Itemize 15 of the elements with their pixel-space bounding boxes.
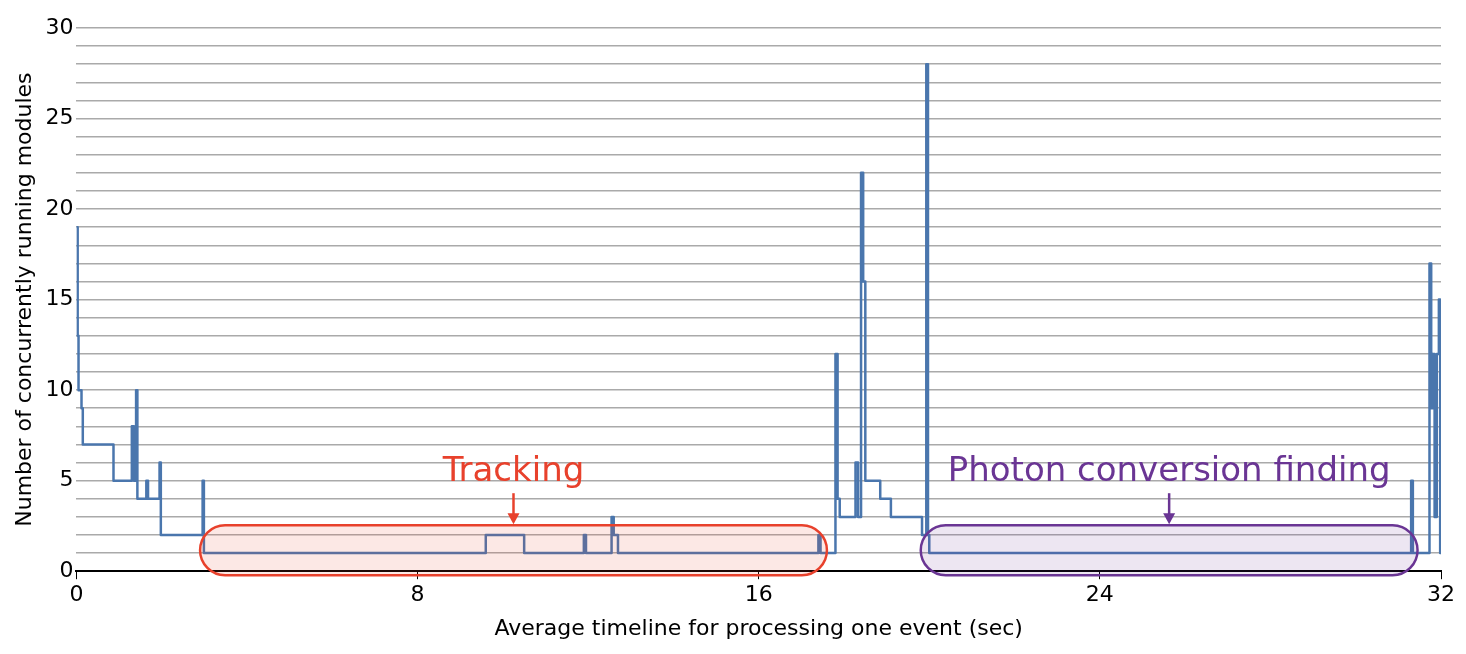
- y-tick-label: 5: [59, 466, 74, 492]
- band-label: Tracking: [441, 449, 585, 490]
- y-tick-label: 10: [45, 375, 74, 401]
- y-tick-label: 20: [45, 194, 74, 220]
- band-label: Photon conversion finding: [947, 449, 1391, 490]
- x-tick-label: 32: [1427, 581, 1455, 607]
- x-axis-title: Average timeline for processing one event (sec): [494, 614, 1023, 640]
- y-tick-label: 25: [45, 104, 74, 130]
- y-axis-title: Number of concurrently running modules: [10, 72, 36, 527]
- x-tick-label: 24: [1085, 581, 1114, 607]
- y-tick-label: 0: [59, 556, 74, 582]
- y-tick-label: 30: [45, 13, 74, 39]
- x-tick-label: 16: [744, 581, 773, 607]
- x-tick-label: 8: [410, 581, 425, 607]
- y-tick-label: 15: [45, 285, 74, 311]
